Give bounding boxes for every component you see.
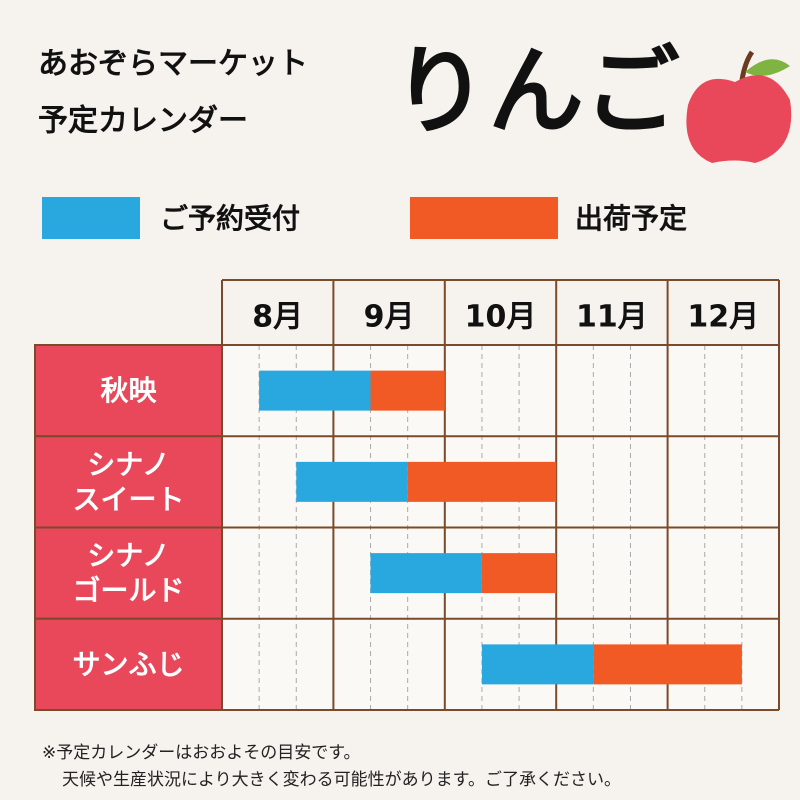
category-label: シナノ ゴールド bbox=[72, 539, 185, 608]
bar bbox=[481, 644, 594, 685]
x-tick-label: 11月 bbox=[576, 300, 648, 335]
x-tick-label: 8月 bbox=[252, 300, 303, 335]
title: あおぞらマーケット bbox=[38, 47, 308, 82]
bar bbox=[296, 461, 408, 502]
x-tick-label: 10月 bbox=[465, 300, 537, 335]
category-cell bbox=[34, 617, 223, 711]
category-label: シナノ スイート bbox=[72, 447, 185, 516]
footnote: ※予定カレンダーはおおよその目安です。 bbox=[42, 743, 361, 763]
bar bbox=[593, 644, 742, 685]
bar bbox=[370, 370, 445, 411]
subtitle: 予定カレンダー bbox=[38, 104, 248, 139]
x-tick-label: 12月 bbox=[687, 300, 759, 335]
bar bbox=[407, 461, 557, 502]
heading: りんご bbox=[392, 35, 680, 147]
legend-label: ご予約受付 bbox=[160, 202, 300, 235]
apple-icon bbox=[686, 50, 792, 163]
legend-label: 出荷予定 bbox=[575, 202, 687, 235]
x-tick-label: 9月 bbox=[364, 300, 415, 335]
category-label: 秋映 bbox=[100, 374, 157, 408]
bar bbox=[481, 553, 557, 594]
bar bbox=[370, 553, 482, 594]
category-cell bbox=[34, 344, 223, 438]
category-label: サンふじ bbox=[72, 647, 185, 681]
legend-swatch bbox=[42, 197, 140, 239]
footnote: 天候や生産状況により大きく変わる可能性があります。ご了承ください。 bbox=[62, 770, 621, 790]
legend-swatch bbox=[410, 197, 558, 239]
bar bbox=[259, 370, 371, 411]
